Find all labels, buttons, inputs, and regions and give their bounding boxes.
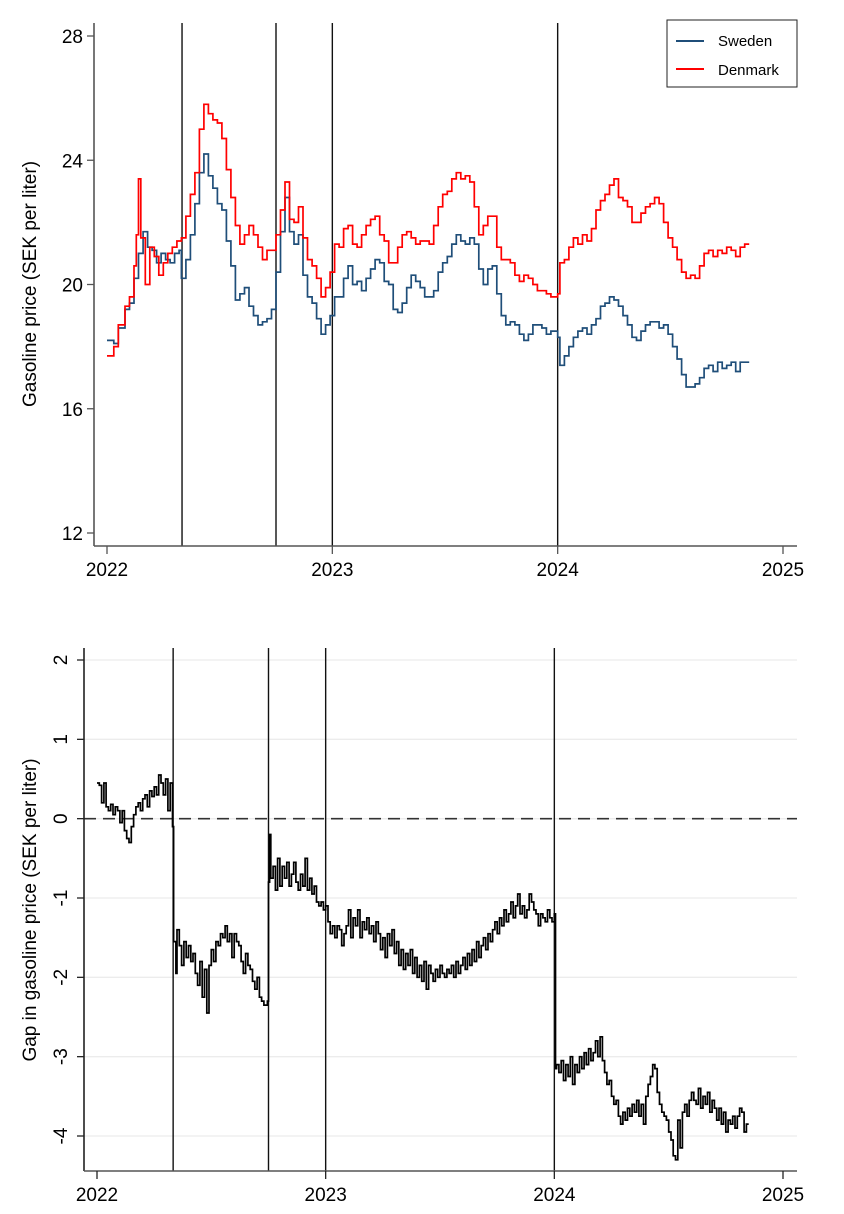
y-tick-label: -3: [51, 1048, 72, 1065]
y-axis-title: Gap in gasoline price (SEK per liter): [20, 758, 41, 1061]
x-tick-label: 2022: [86, 560, 128, 581]
series-line-sweden: [107, 153, 750, 388]
x-ticks: 2022 2023 2024 2025: [86, 546, 804, 581]
x-ticks: 2022 2023 2024 2025: [76, 1171, 804, 1206]
series-line-denmark: [107, 103, 750, 357]
event-lines: [172, 648, 556, 1171]
legend-box: [666, 19, 798, 88]
x-tick-label: 2025: [762, 560, 804, 581]
gap-panel: -4 -3 -2 -1 0 1 2 2022 2023 2024 2025 Gap in gaso…: [20, 648, 804, 1206]
y-tick-label: 28: [62, 27, 83, 48]
y-ticks: 12 16 20 24 28: [62, 27, 94, 545]
x-tick-label: 2024: [533, 1185, 576, 1206]
y-tick-label: 12: [62, 524, 83, 545]
legend: Sweden Denmark: [666, 19, 798, 88]
y-ticks: -4 -3 -2 -1 0 1 2: [51, 655, 84, 1144]
x-tick-label: 2024: [537, 560, 580, 581]
x-tick-label: 2025: [762, 1185, 804, 1206]
legend-label-denmark: Denmark: [718, 62, 779, 79]
event-lines: [181, 23, 559, 546]
y-tick-label: 2: [51, 655, 72, 666]
y-tick-label: -2: [51, 969, 72, 986]
x-tick-label: 2023: [311, 560, 353, 581]
gridlines: [84, 659, 797, 1137]
y-tick-label: -1: [51, 890, 72, 907]
y-tick-label: 20: [62, 276, 83, 297]
x-tick-label: 2023: [305, 1185, 347, 1206]
y-tick-label: 1: [51, 734, 72, 745]
series-group: [97, 774, 749, 1161]
x-tick-label: 2022: [76, 1185, 118, 1206]
y-tick-label: -4: [51, 1127, 72, 1144]
y-tick-label: 0: [51, 813, 72, 824]
y-tick-label: 16: [62, 400, 83, 421]
y-axis-title: Gasoline price (SEK per liter): [20, 161, 41, 407]
series-group: [107, 103, 750, 388]
legend-label-sweden: Sweden: [718, 33, 772, 50]
y-tick-label: 24: [62, 151, 84, 172]
series-line-gap: [97, 774, 749, 1161]
